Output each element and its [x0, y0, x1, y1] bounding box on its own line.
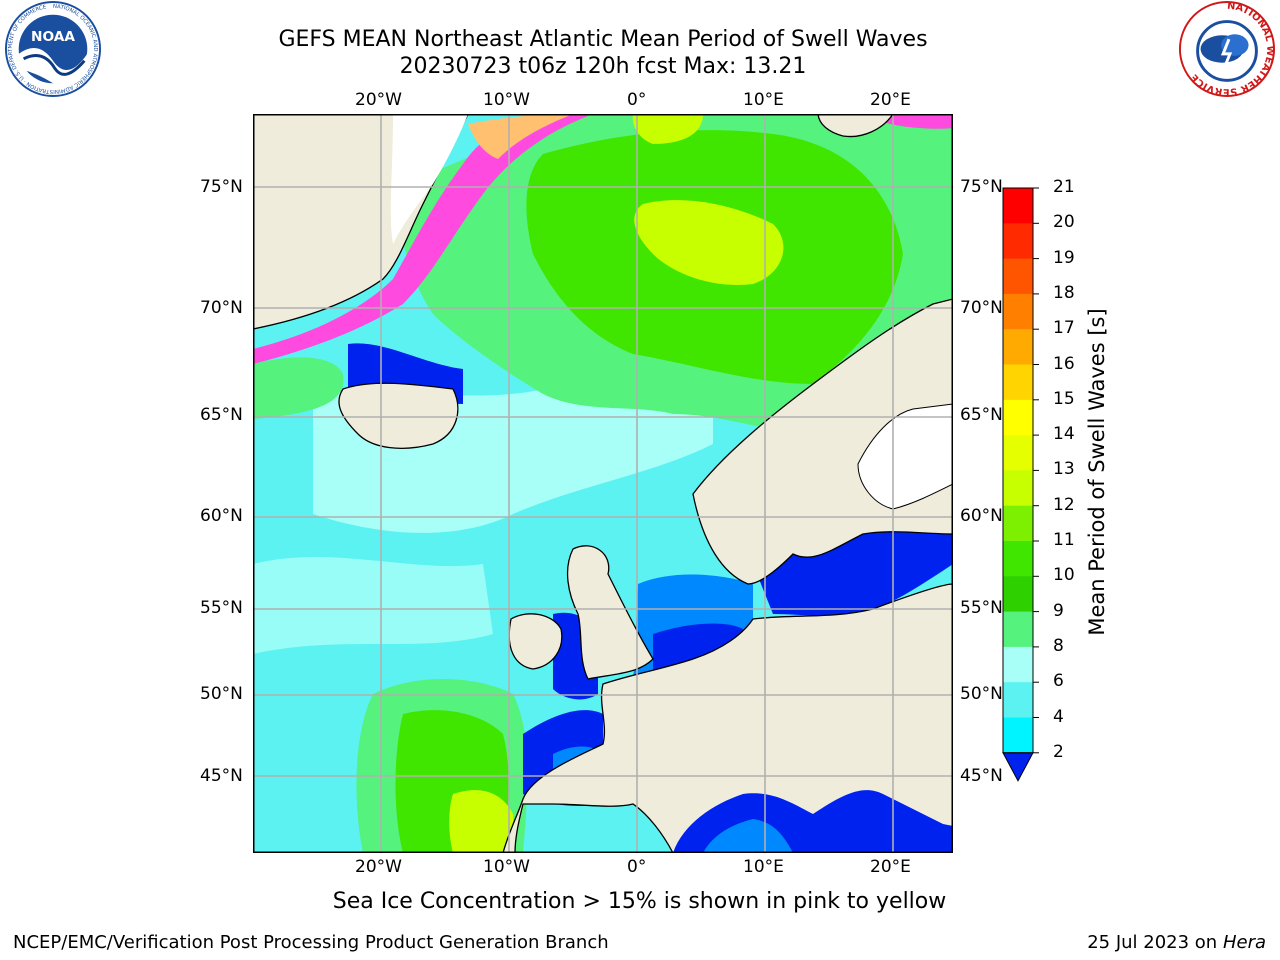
colorbar-tick-label: 13 — [1053, 459, 1075, 480]
colorbar-title: Mean Period of Swell Waves [s] — [1085, 308, 1109, 636]
colorbar-band — [1003, 646, 1033, 683]
colorbar-tick-label: 17 — [1053, 318, 1075, 339]
colorbar-band — [1003, 258, 1033, 295]
lon-label-bottom-20w: 20°W — [355, 857, 402, 877]
graticule — [253, 114, 953, 853]
ireland-land — [508, 613, 563, 670]
colorbar-band — [1003, 435, 1033, 471]
greenland-ice-white — [390, 114, 468, 244]
swell-period-map — [253, 114, 953, 853]
chart-title: GEFS MEAN Northeast Atlantic Mean Period… — [278, 27, 928, 52]
colorbar-tick-label: 10 — [1053, 565, 1075, 586]
colorbar-band — [1003, 717, 1033, 754]
ocean-9-10s-west — [253, 357, 344, 419]
footer-date: 25 Jul 2023 on Hera — [1087, 932, 1266, 953]
ocean-12-13s-core — [634, 200, 784, 285]
lat-label-right-45n: 45°N — [960, 766, 1003, 786]
colorbar-band — [1003, 329, 1033, 365]
colorbar-band — [1003, 293, 1033, 330]
colorbar-band — [1003, 682, 1033, 718]
lat-label-left-65n: 65°N — [200, 405, 243, 425]
ocean-12-13s-top — [632, 114, 703, 144]
colorbar-band — [1003, 470, 1033, 507]
footer-date-text: 25 Jul 2023 on — [1087, 932, 1223, 953]
lon-label-top-20w: 20°W — [355, 90, 402, 110]
mediterranean-4-6s — [703, 819, 793, 853]
colorbar-band — [1003, 541, 1033, 577]
colorbar-band — [1003, 223, 1033, 260]
lat-label-right-60n: 60°N — [960, 506, 1003, 526]
lon-label-top-0: 0° — [627, 90, 647, 110]
lat-label-right-65n: 65°N — [960, 405, 1003, 425]
ocean-12-13s-south — [449, 790, 515, 853]
colorbar-band — [1003, 364, 1033, 401]
colorbar-tick-label: 9 — [1053, 600, 1064, 621]
colorbar-band — [1003, 576, 1033, 613]
lat-label-left-50n: 50°N — [200, 684, 243, 704]
footer-host: Hera — [1222, 932, 1266, 953]
svalbard-land — [817, 114, 894, 138]
colorbar-band — [1003, 399, 1033, 436]
colorbar-tick-label: 21 — [1053, 177, 1075, 197]
colorbar-tick-label: 20 — [1053, 212, 1075, 233]
colorbar — [1002, 187, 1039, 782]
sea-ice-high — [468, 114, 573, 159]
noaa-logo-text: NOAA — [31, 29, 75, 45]
lon-label-top-10e: 10°E — [743, 90, 784, 110]
lat-label-right-70n: 70°N — [960, 298, 1003, 318]
sea-ice-svalbard — [883, 114, 953, 129]
sea-ice-note: Sea Ice Concentration > 15% is shown in … — [332, 889, 947, 914]
colorbar-tick-label: 14 — [1053, 424, 1075, 445]
footer-credit: NCEP/EMC/Verification Post Processing Pr… — [13, 932, 609, 953]
lat-label-left-55n: 55°N — [200, 598, 243, 618]
colorbar-tick-label: 19 — [1053, 247, 1075, 268]
chart-subtitle: 20230723 t06z 120h fcst Max: 13.21 — [399, 54, 807, 79]
colorbar-band — [1003, 505, 1033, 542]
lon-label-top-10w: 10°W — [483, 90, 530, 110]
lat-label-left-70n: 70°N — [200, 298, 243, 318]
colorbar-tick-label: 15 — [1053, 388, 1075, 409]
colorbar-tick-label: 4 — [1053, 706, 1064, 727]
sea-ice-band — [253, 114, 593, 364]
continental-europe-land — [502, 583, 953, 853]
colorbar-tick-label: 16 — [1053, 353, 1075, 374]
ocean-8-9s-region-south — [253, 556, 493, 654]
lat-label-right-75n: 75°N — [960, 177, 1003, 197]
colorbar-tick-label: 12 — [1053, 494, 1075, 515]
noaa-logo-icon: NOAA NATIONAL OCEANIC AND ATMOSPHERIC AD… — [4, 0, 102, 98]
lat-label-left-45n: 45°N — [200, 766, 243, 786]
colorbar-tick-label: 2 — [1053, 741, 1064, 762]
colorbar-tick-label: 11 — [1053, 530, 1075, 550]
colorbar-extend-arrow — [1002, 752, 1034, 782]
lat-label-left-60n: 60°N — [200, 506, 243, 526]
lat-label-left-75n: 75°N — [200, 177, 243, 197]
lon-label-top-20e: 20°E — [870, 90, 911, 110]
colorbar-tick-label: 18 — [1053, 282, 1075, 303]
lon-label-bottom-0: 0° — [627, 857, 647, 877]
iceland-land — [338, 382, 459, 449]
lon-label-bottom-10e: 10°E — [743, 857, 784, 877]
lon-label-bottom-20e: 20°E — [870, 857, 911, 877]
lat-label-right-50n: 50°N — [960, 684, 1003, 704]
colorbar-tick-label: 8 — [1053, 635, 1064, 656]
scandinavia-land — [692, 298, 953, 585]
nws-logo-icon: NATIONAL WEATHER SERVICE — [1178, 1, 1275, 97]
colorbar-tick-label: 6 — [1053, 671, 1064, 692]
colorbar-band — [1003, 188, 1033, 224]
lat-label-right-55n: 55°N — [960, 598, 1003, 618]
colorbar-band — [1003, 611, 1033, 648]
lon-label-bottom-10w: 10°W — [483, 857, 530, 877]
gulf-of-bothnia-white — [857, 403, 953, 510]
